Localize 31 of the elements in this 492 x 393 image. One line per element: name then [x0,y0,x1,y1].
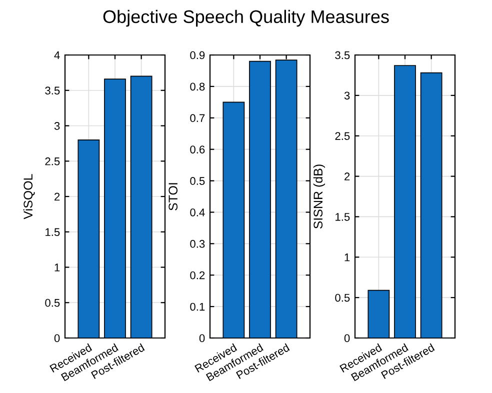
y-tick-label: 3 [54,122,60,130]
y-tick-label: 0.7 [190,114,205,122]
y-tick-label: 0.9 [190,51,205,60]
y-tick-label: 2.5 [335,132,350,140]
y-tick-label: 2.5 [45,157,60,166]
y-tick-label: 0.2 [190,271,205,280]
y-tick-label: 3.5 [45,86,60,95]
y-tick-label: 1 [54,264,60,272]
y-tick-label: 4 [54,51,60,60]
y-tick-label: 0 [54,334,60,342]
y-tick-label: 0.1 [190,302,205,311]
y-tick-label: 0.5 [190,177,205,185]
y-tick-label: 2 [54,192,60,201]
y-tick-label: 0.4 [190,208,205,216]
y-axis-title: STOI [168,183,178,210]
text: Objective Speech Quality Measures [103,10,389,27]
y-tick-label: 0 [344,334,350,342]
y-tick-label: 1.5 [336,213,350,221]
y-tick-label: 0.5 [45,298,60,307]
y-tick-label: 0.3 [190,240,205,248]
y-tick-label: 3 [344,92,350,100]
y-tick-label: 1.5 [46,228,60,236]
y-tick-label: 0 [199,334,205,342]
y-tick-label: 2 [344,172,350,180]
y-tick-label: 0.6 [190,146,205,154]
y-tick-label: 1 [344,254,350,262]
y-axis-title: ViSQOL [23,174,35,220]
y-tick-label: 3.5 [335,51,350,60]
y-tick-label: 0.8 [190,82,205,91]
y-axis-title: SISNR (dB) [313,164,325,229]
y-tick-label: 0.5 [335,294,350,302]
